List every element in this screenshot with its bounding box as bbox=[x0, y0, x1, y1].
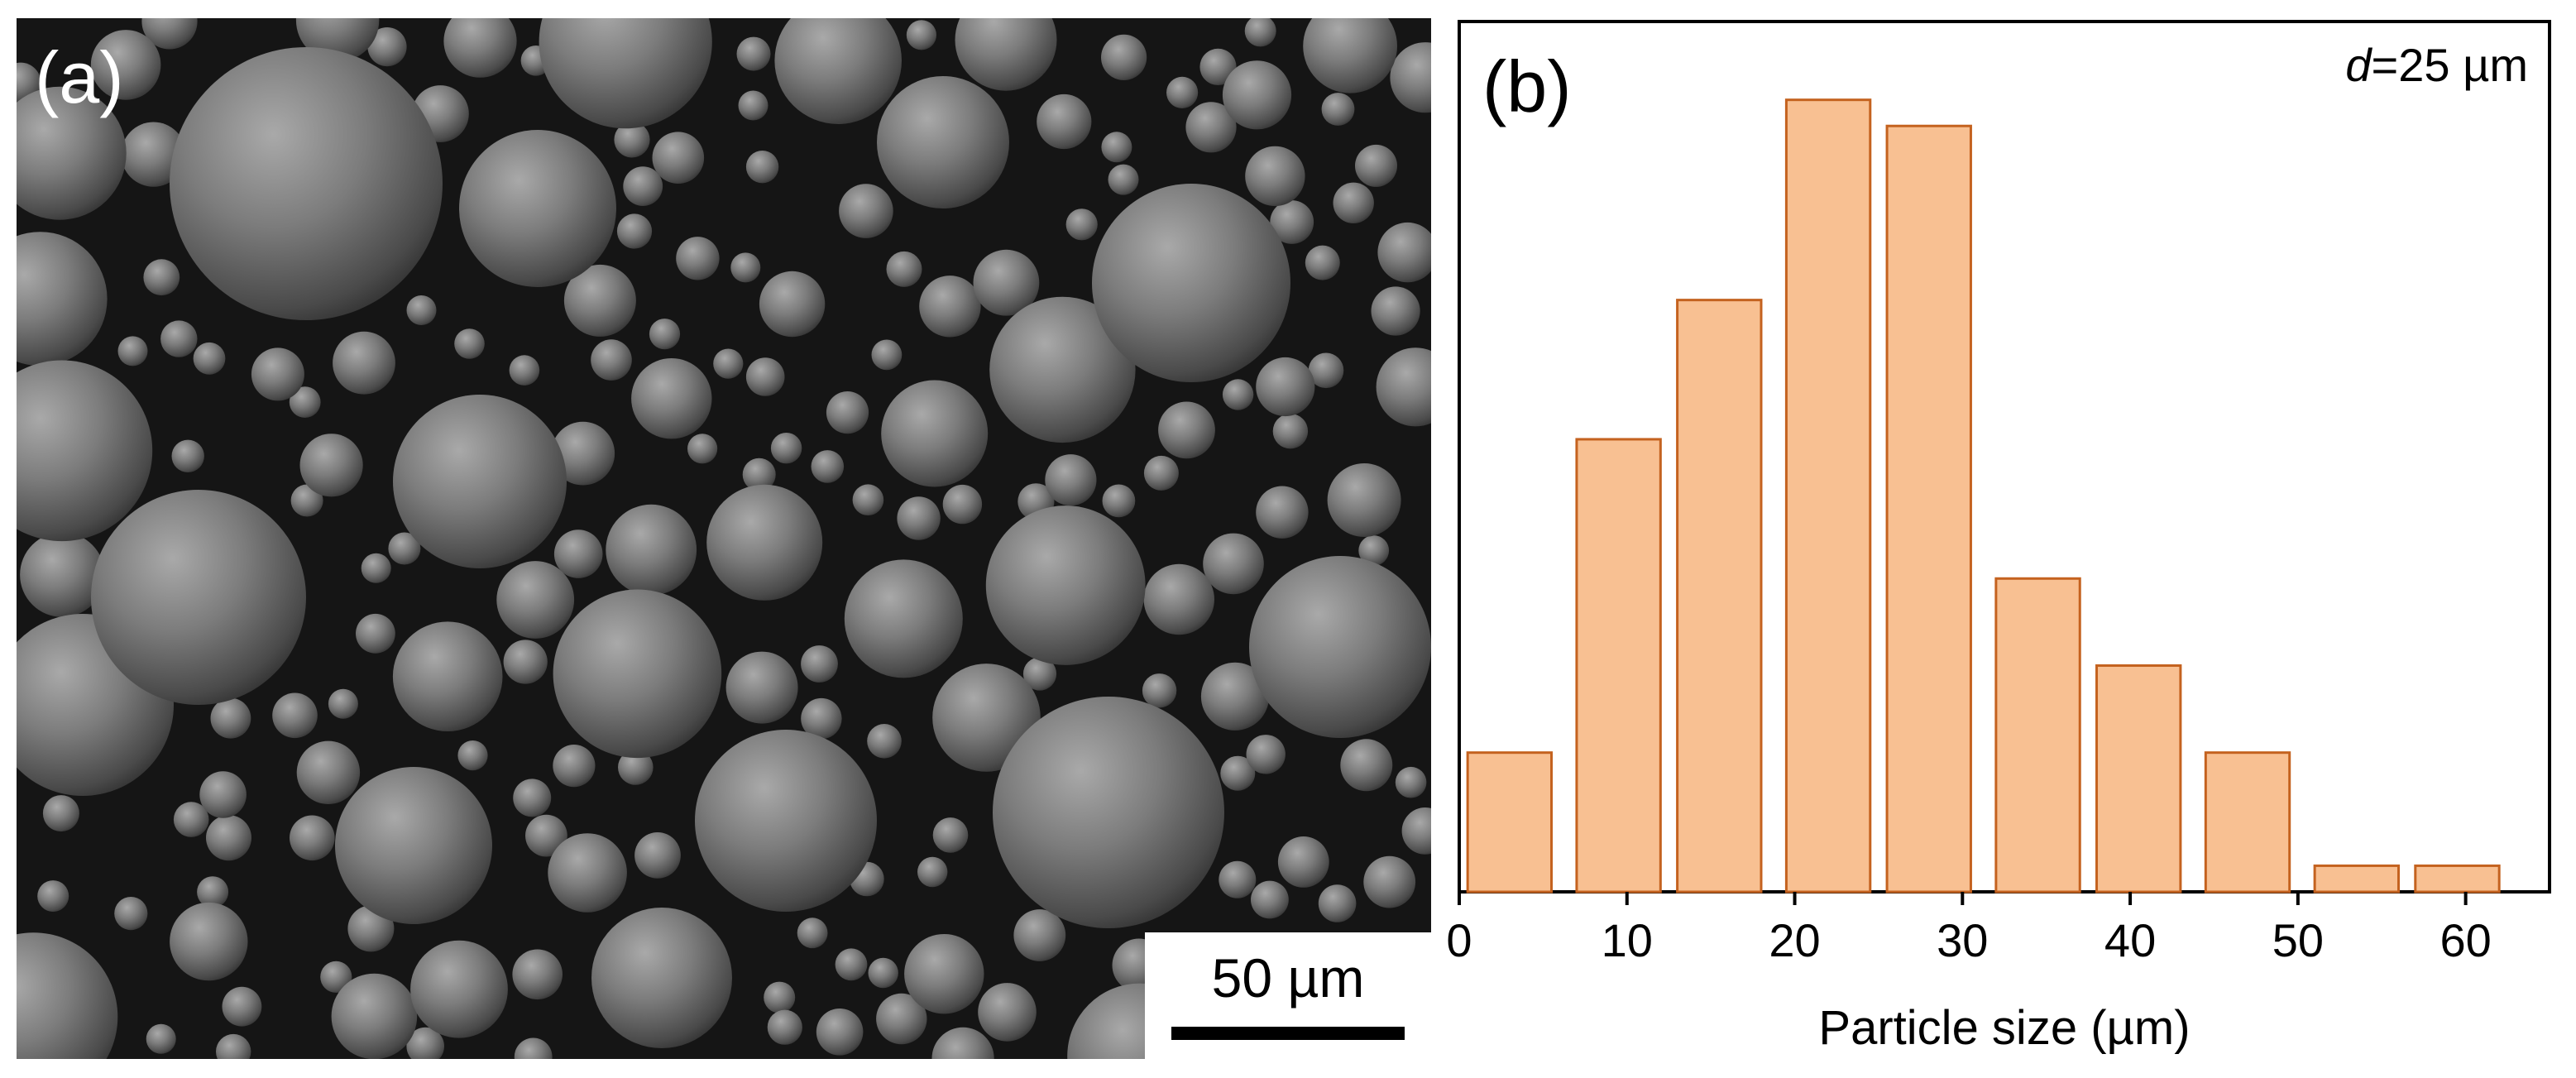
scale-bar: 50 µm bbox=[1145, 932, 1431, 1059]
scale-bar-line bbox=[1171, 1027, 1405, 1040]
histogram-bar bbox=[1994, 577, 2081, 894]
sem-image: (a) 50 µm bbox=[17, 18, 1431, 1059]
x-tick-label: 50 bbox=[2272, 914, 2324, 966]
histogram-bar bbox=[2414, 864, 2501, 894]
histogram-bar bbox=[2095, 664, 2182, 894]
histogram-bar bbox=[1676, 299, 1763, 894]
scale-bar-label: 50 µm bbox=[1211, 947, 1365, 1009]
panel-label-a: (a) bbox=[35, 36, 124, 118]
histogram-chart: 0 10 20 30 40 50 60 (b) d=25 µm Particle size … bbox=[1446, 20, 2551, 1055]
x-tick-label: 20 bbox=[1769, 914, 1820, 966]
x-tick-label: 30 bbox=[1937, 914, 1988, 966]
x-axis-label: Particle size (µm) bbox=[1818, 1001, 2190, 1055]
histogram-bar bbox=[1784, 98, 1872, 894]
mean-size-annotation: d=25 µm bbox=[2345, 39, 2528, 91]
histogram-bar bbox=[2313, 864, 2401, 894]
histogram-bar bbox=[1575, 438, 1662, 894]
x-tick-label: 60 bbox=[2440, 914, 2491, 966]
x-tick-label: 10 bbox=[1602, 914, 1653, 966]
histogram-bar bbox=[2204, 751, 2291, 894]
sem-micrograph-icon bbox=[17, 18, 1431, 1059]
x-tick-label: 0 bbox=[1446, 914, 1472, 966]
histogram-bar bbox=[1466, 751, 1554, 894]
x-tick-label: 40 bbox=[2104, 914, 2156, 966]
histogram-bar bbox=[1885, 124, 1972, 894]
panel-label-b: (b) bbox=[1482, 46, 1572, 127]
